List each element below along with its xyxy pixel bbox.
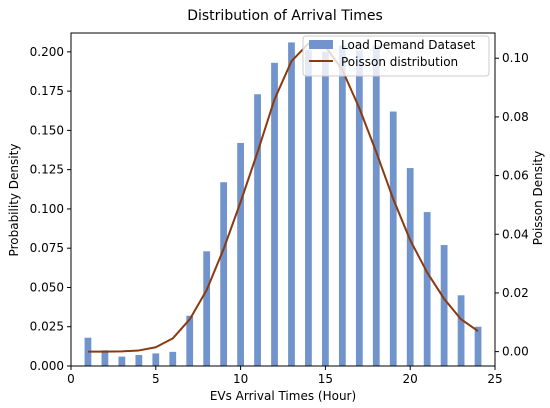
x-tick-label: 25 — [487, 372, 502, 386]
y-axis-left: 0.000 0.025 0.050 0.075 0.100 0.125 0.150 0.175… — [30, 45, 71, 373]
plot-frame — [70, 32, 496, 367]
y2-axis-label: Poisson Density — [531, 151, 545, 245]
y2-tick-label: 0.02 — [502, 286, 529, 300]
x-tick-label: 15 — [318, 372, 333, 386]
y-axis-label: Probability Density — [7, 144, 21, 257]
bar — [474, 326, 482, 366]
bar — [186, 315, 194, 366]
y-tick-label: 0.150 — [30, 123, 64, 137]
y2-tick-label: 0.04 — [502, 227, 529, 241]
x-tick-label: 0 — [67, 372, 75, 386]
bar — [338, 45, 346, 366]
y-tick-label: 0.025 — [30, 320, 64, 334]
y-tick-label: 0.000 — [30, 359, 64, 373]
bar — [203, 251, 211, 366]
bar — [322, 51, 329, 366]
legend-swatch-bars — [309, 40, 333, 49]
bar — [101, 350, 109, 366]
bar — [372, 45, 380, 366]
legend: Load Demand Dataset Poisson distribution — [302, 35, 490, 77]
bar — [355, 50, 363, 366]
y-tick-label: 0.050 — [30, 280, 64, 294]
bar — [220, 182, 228, 366]
x-tick-label: 5 — [152, 372, 160, 386]
bar — [152, 353, 160, 366]
y-tick-label: 0.100 — [30, 202, 64, 216]
y-axis-right: 0.00 0.02 0.04 0.06 0.08 0.10 — [495, 51, 529, 359]
bar — [237, 142, 244, 366]
y-tick-label: 0.075 — [30, 241, 64, 255]
bar — [288, 42, 295, 367]
legend-label-line: Poisson distribution — [341, 55, 458, 69]
bar — [305, 50, 312, 366]
y-tick-label: 0.125 — [30, 163, 64, 177]
bar — [118, 356, 126, 366]
bar — [389, 111, 397, 366]
x-axis: 0 5 10 15 20 25 — [67, 366, 503, 386]
y-tick-label: 0.175 — [30, 84, 64, 98]
y2-tick-label: 0.10 — [502, 51, 529, 65]
line-series — [87, 42, 479, 353]
bar-series — [84, 42, 482, 367]
legend-box — [302, 35, 490, 77]
x-tick-label: 20 — [403, 372, 418, 386]
x-axis-label: EVs Arrival Times (Hour) — [210, 389, 356, 403]
bar — [254, 94, 261, 366]
bar — [271, 62, 278, 367]
bar — [406, 168, 414, 366]
y2-tick-label: 0.00 — [502, 345, 529, 359]
chart-title: Distribution of Arrival Times — [187, 8, 383, 24]
y2-tick-label: 0.08 — [502, 110, 529, 124]
legend-label-bars: Load Demand Dataset — [341, 38, 476, 52]
bar — [457, 295, 465, 366]
bar — [423, 212, 431, 366]
bar — [135, 355, 143, 366]
bar — [440, 245, 448, 366]
poisson-line — [87, 42, 479, 353]
y-tick-label: 0.200 — [30, 45, 64, 59]
x-tick-label: 10 — [233, 372, 248, 386]
y2-tick-label: 0.06 — [502, 169, 529, 183]
bar — [169, 351, 177, 366]
